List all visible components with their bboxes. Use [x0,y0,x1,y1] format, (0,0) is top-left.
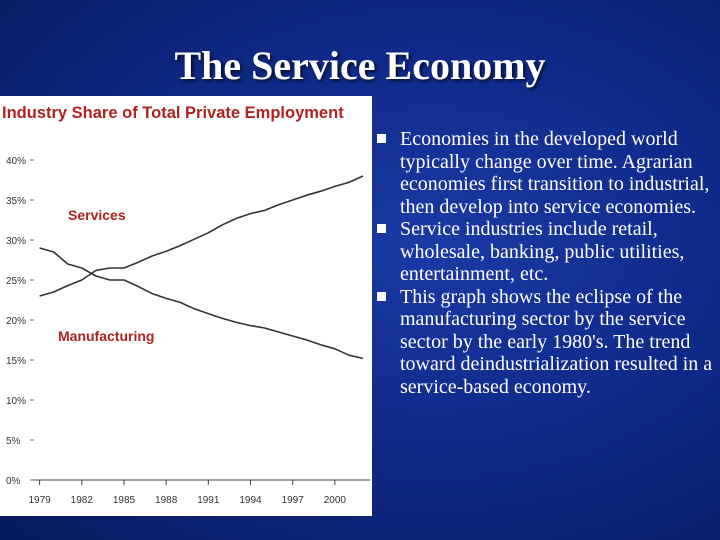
x-tick-label: 2000 [324,495,347,506]
y-tick-label: 15% [6,356,26,367]
bullet-item: This graph shows the eclipse of the manu… [374,286,714,399]
chart-panel: Industry Share of Total Private Employme… [0,96,372,516]
bullet-item: Service industries include retail, whole… [374,218,714,286]
employment-share-chart: Industry Share of Total Private Employme… [2,104,370,506]
bullet-list: Economies in the developed world typical… [374,128,714,398]
y-tick-label: 0% [6,476,21,487]
y-tick-label: 25% [6,276,26,287]
y-tick-label: 5% [6,436,21,447]
x-tick-label: 1979 [28,495,51,506]
x-tick-label: 1982 [71,495,94,506]
x-tick-label: 1991 [197,495,220,506]
y-tick-label: 35% [6,196,26,207]
series-label-manufacturing: Manufacturing [58,328,154,344]
y-tick-label: 20% [6,316,26,327]
y-tick-label: 30% [6,236,26,247]
slide-title: The Service Economy [174,43,546,88]
square-bullet-icon [377,134,386,143]
x-tick-label: 1988 [155,495,178,506]
x-tick-label: 1997 [282,495,305,506]
x-tick-label: 1985 [113,495,136,506]
square-bullet-icon [377,291,386,301]
series-label-services: Services [68,207,126,223]
bullet-text: Economies in the developed world typical… [400,128,710,218]
chart-title: Industry Share of Total Private Employme… [2,104,344,122]
bullet-text: This graph shows the eclipse of the manu… [400,285,713,398]
series-line-services [39,175,364,297]
y-tick-label: 10% [6,396,26,407]
series-line-manufacturing [39,247,364,360]
bullet-item: Economies in the developed world typical… [374,128,714,218]
square-bullet-icon [377,224,386,233]
y-tick-label: 40% [6,156,26,167]
bullet-text: Service industries include retail, whole… [400,218,685,285]
x-tick-label: 1994 [239,495,262,506]
